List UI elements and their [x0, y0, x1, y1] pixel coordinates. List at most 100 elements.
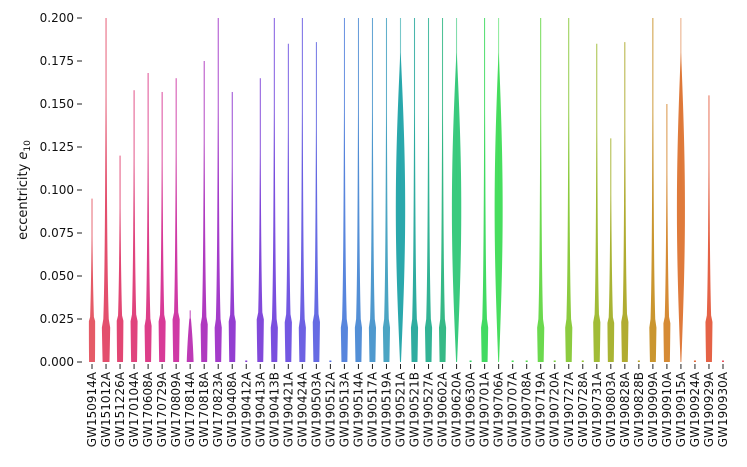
- x-tick-label: GW150914A: [85, 371, 99, 447]
- x-tick-label: GW190708A: [520, 371, 534, 447]
- violin-tail-gw170809a: [175, 78, 177, 221]
- y-tick-label: 0.150: [40, 97, 74, 111]
- violin-gw170608a: [144, 73, 152, 362]
- x-tick-label: GW190413A: [253, 371, 267, 447]
- violin-tail-gw170814a: [189, 310, 191, 337]
- violin-tail-gw190602a: [441, 18, 444, 190]
- violin-tail-gw190517a: [371, 18, 374, 190]
- violin-tail-gw190706a: [498, 18, 500, 190]
- violin-tail-gw190513a: [343, 18, 346, 190]
- violin-gw170823a: [214, 18, 222, 362]
- violin-gw190930a: [721, 360, 724, 362]
- x-tick-label: GW190408A: [225, 371, 239, 447]
- x-tick-label: GW190512A: [323, 371, 337, 447]
- x-tick-label: GW190503A: [309, 371, 323, 447]
- violin-gw190727a: [565, 18, 573, 362]
- violin-gw170104a: [130, 90, 138, 363]
- violin-gw190620a: [451, 18, 462, 362]
- violin-gw170809a: [172, 78, 180, 362]
- violin-gw190701a: [481, 18, 489, 362]
- y-tick-label: 0.075: [40, 226, 74, 240]
- x-tick-label: GW190527A: [422, 371, 436, 447]
- violin-tail-gw190727a: [568, 18, 570, 190]
- x-tick-label: GW190521B: [408, 372, 422, 447]
- x-tick-label: GW190924A: [688, 371, 702, 447]
- violin-tail-gw170823a: [217, 18, 219, 190]
- violin-tail-gw190701a: [484, 18, 486, 190]
- x-tick-label: GW190521A: [393, 371, 407, 447]
- violin-tail-gw170729a: [161, 91, 163, 227]
- x-tick-label: GW170814A: [183, 371, 197, 447]
- violin-tail-gw190408a: [231, 91, 233, 227]
- x-tick-label: GW190930A: [716, 371, 730, 447]
- violin-tail-gw190421a: [287, 43, 289, 203]
- x-tick-label: GW190728A: [576, 371, 590, 447]
- violin-tail-gw190620a: [455, 18, 458, 190]
- violin-gw190731a: [593, 43, 601, 363]
- violin-gw190909a: [649, 18, 657, 362]
- x-tick-label: GW190424A: [295, 371, 309, 447]
- y-axis-label-symbol: e: [16, 152, 31, 160]
- violin-gw190503a: [312, 42, 320, 362]
- violin-tail-gw190929a: [708, 95, 710, 229]
- x-tick-label: GW190602A: [436, 371, 450, 447]
- violin-gw190602a: [439, 18, 447, 362]
- violin-tail-gw190514a: [357, 18, 360, 190]
- violin-gw170818a: [200, 61, 208, 362]
- violin-tail-gw190719a: [540, 18, 542, 190]
- x-tick-label: GW170608A: [141, 371, 155, 447]
- x-tick-label: GW190630A: [464, 371, 478, 447]
- violin-gw190706a: [494, 18, 503, 362]
- violin-tail-gw170608a: [147, 73, 149, 218]
- x-tick-label: GW170818A: [197, 371, 211, 447]
- violins: [88, 18, 724, 363]
- violin-tail-gw190527a: [427, 18, 430, 190]
- y-tick-label: 0.175: [40, 54, 74, 68]
- x-tick-label: GW190706A: [492, 371, 506, 447]
- violin-gw190517a: [368, 18, 376, 362]
- x-tick-label: GW190707A: [506, 371, 520, 447]
- x-tick-label: GW151012A: [99, 371, 113, 447]
- violin-gw190421a: [284, 43, 292, 363]
- x-tick-label: GW190909A: [646, 371, 660, 447]
- violin-gw190915a: [676, 18, 685, 362]
- violin-tail-gw190519a: [385, 18, 388, 190]
- y-axis-label: eccentricity e10: [16, 140, 33, 240]
- violin-tail-gw190909a: [652, 18, 654, 190]
- x-tick-label: GW190517A: [365, 371, 379, 447]
- violin-gw190514a: [354, 18, 362, 362]
- x-tick-label: GW170809A: [169, 371, 183, 447]
- violin-tail-gw151226a: [119, 155, 121, 259]
- x-tick-label: GW151226A: [113, 371, 127, 447]
- violin-tail-gw190424a: [301, 18, 303, 190]
- violin-tail-gw190731a: [596, 43, 598, 203]
- violin-tail-gw190503a: [315, 42, 317, 203]
- x-tick-label: GW190910A: [660, 371, 674, 447]
- violin-gw190527a: [424, 18, 433, 362]
- x-tick-label: GW190929A: [702, 371, 716, 447]
- violin-tail-gw190803a: [610, 138, 612, 251]
- violin-tail-gw190413b: [273, 18, 275, 190]
- x-tick-label: GW190413B: [267, 372, 281, 447]
- violin-gw190519a: [382, 18, 391, 362]
- y-axis: 0.000 0.025 0.050 0.075 0.100 0.125 0.150 0.175…: [40, 11, 82, 369]
- violin-tail-gw170104a: [133, 90, 135, 227]
- x-tick-label: GW190731A: [590, 371, 604, 447]
- violin-tail-gw190915a: [680, 18, 682, 190]
- x-tick-label: GW190519A: [379, 371, 393, 447]
- violin-gw190630a: [469, 360, 472, 362]
- x-tick-label: GW190915A: [674, 371, 688, 447]
- x-tick-label: GW190412A: [239, 371, 253, 447]
- x-tick-label: GW190828A: [618, 371, 632, 447]
- y-tick-label: 0.100: [40, 183, 74, 197]
- violin-tail-gw190521b: [413, 18, 416, 190]
- violin-gw190828a: [621, 42, 629, 362]
- violin-tail-gw190828a: [624, 42, 626, 203]
- violin-gw190924a: [693, 360, 696, 362]
- x-tick-label: GW190514A: [351, 371, 365, 447]
- violin-gw190803a: [607, 138, 615, 362]
- x-tick-label: GW190513A: [337, 371, 351, 447]
- x-tick-label: GW190620A: [450, 371, 464, 447]
- violin-gw190512a: [329, 360, 332, 362]
